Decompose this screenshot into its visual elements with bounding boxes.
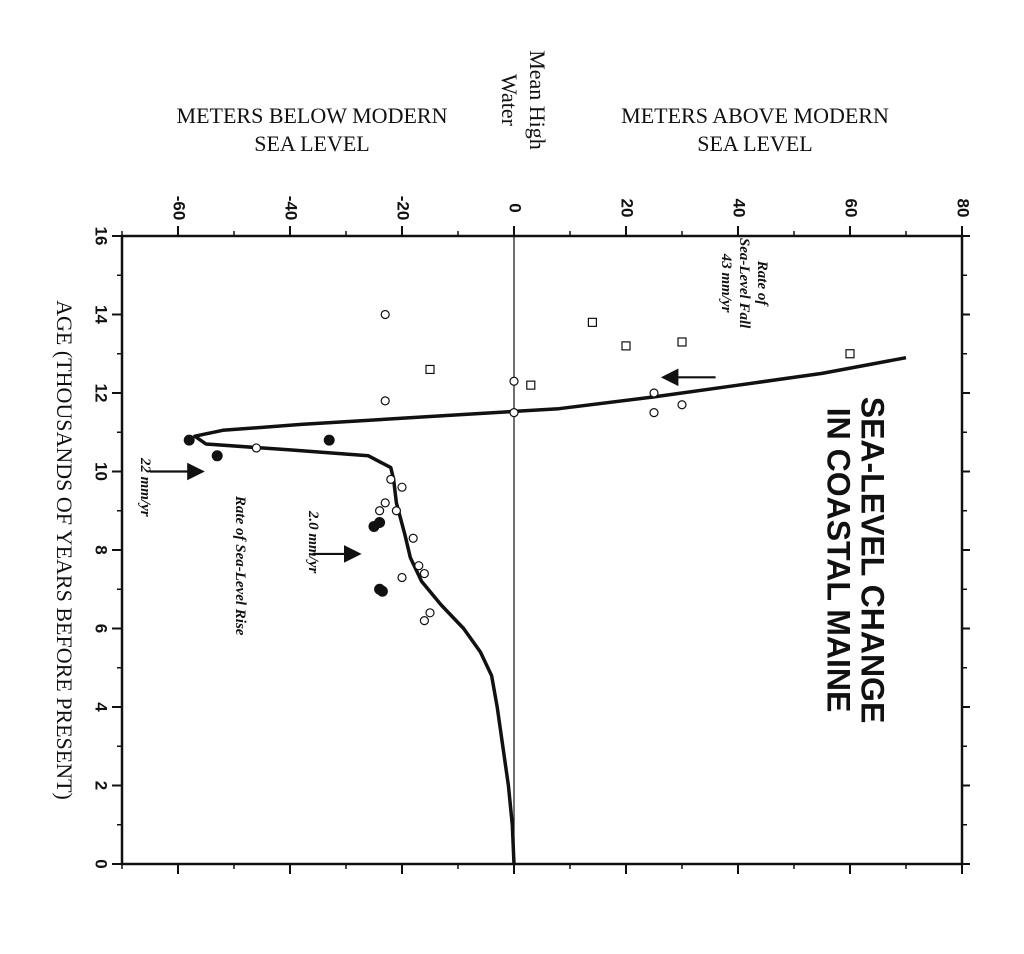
data-point-open-circle <box>251 443 261 453</box>
data-point-filled-circle <box>376 585 388 597</box>
data-point-filled-circle <box>323 434 335 446</box>
data-point-open-circle <box>397 572 407 583</box>
x-tick-label: 14 <box>92 305 111 324</box>
data-point-open-circle <box>419 616 429 626</box>
y-tick-label: 0 <box>506 203 525 212</box>
x-axis-title: AGE (THOUSANDS OF YEARS BEFORE PRESENT) <box>52 300 77 800</box>
chart-title-line: SEA-LEVEL CHANGE <box>855 397 891 724</box>
y-tick-label: 20 <box>618 199 637 218</box>
x-tick-label: 6 <box>92 624 111 633</box>
annotation-text: 22 mm/yr <box>137 457 153 517</box>
x-tick-label: 2 <box>92 781 111 790</box>
data-point-open-circle <box>419 568 429 579</box>
data-point-open-circle <box>375 506 385 516</box>
y-axis-title-above: SEA LEVEL <box>697 131 813 156</box>
data-point-open-circle <box>397 482 407 492</box>
data-point-open-circle <box>380 396 390 406</box>
y-axis-title-below: SEA LEVEL <box>254 131 370 156</box>
annotation-text: 2.0 mm/yr <box>305 510 321 574</box>
data-point-square <box>677 337 687 347</box>
x-tick-label: 12 <box>92 384 111 403</box>
x-tick-label: 4 <box>92 702 111 712</box>
data-point-filled-circle <box>211 450 223 462</box>
data-point-open-circle <box>677 400 687 410</box>
data-point-open-circle <box>408 533 418 543</box>
data-point-open-circle <box>649 408 659 418</box>
data-point-filled-circle <box>183 434 195 446</box>
y-axis-title-below: METERS BELOW MODERN <box>177 103 448 128</box>
data-point-square <box>621 341 631 351</box>
annotation-text: Rate of Sea-Level Rise <box>232 495 248 636</box>
chart-title-line: IN COASTAL MAINE <box>821 408 857 713</box>
data-point-open-circle <box>425 608 435 618</box>
data-point-open-circle <box>380 498 390 508</box>
data-point-open-circle <box>414 561 424 571</box>
y-tick-label: -40 <box>282 196 301 221</box>
x-tick-label: 10 <box>92 462 111 481</box>
data-point-open-circle <box>509 376 519 386</box>
x-tick-label: 0 <box>92 859 111 868</box>
data-point-open-circle <box>391 506 401 516</box>
x-tick-label: 8 <box>92 545 111 554</box>
data-point-open-circle <box>386 474 396 484</box>
annotation-text: Rate of <box>754 260 770 308</box>
annotation-text: Sea-Level Fall <box>736 238 752 329</box>
data-point-open-circle <box>509 408 519 418</box>
sea-level-curve <box>193 355 907 865</box>
annotation-text: 43 mm/yr <box>718 253 734 313</box>
y-tick-label: -60 <box>170 196 189 221</box>
data-point-square <box>845 349 855 359</box>
y-axis-title-zero: Mean High <box>525 50 550 150</box>
data-point-open-circle <box>380 309 390 320</box>
plot-area <box>112 226 970 874</box>
data-point-square <box>587 317 598 327</box>
data-point-square <box>425 364 435 375</box>
data-point-open-circle <box>649 388 659 398</box>
y-tick-label: 40 <box>730 199 749 218</box>
x-tick-label: 16 <box>92 227 111 246</box>
y-axis-title-above: METERS ABOVE MODERN <box>621 103 889 128</box>
y-tick-label: 60 <box>842 199 861 218</box>
data-point-filled-circle <box>368 520 380 532</box>
data-point-square <box>526 380 536 390</box>
y-tick-label: -20 <box>394 196 413 221</box>
y-axis-title-zero: Water <box>497 74 522 127</box>
y-tick-label: 80 <box>954 199 973 218</box>
